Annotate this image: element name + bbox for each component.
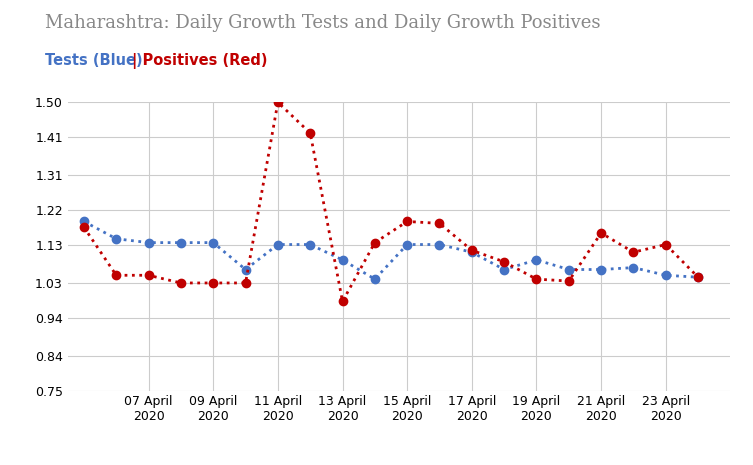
Text: Maharashtra: Daily Growth Tests and Daily Growth Positives: Maharashtra: Daily Growth Tests and Dail… bbox=[45, 14, 601, 32]
Text: | Positives (Red): | Positives (Red) bbox=[132, 53, 267, 69]
Text: Tests (Blue): Tests (Blue) bbox=[45, 53, 148, 68]
